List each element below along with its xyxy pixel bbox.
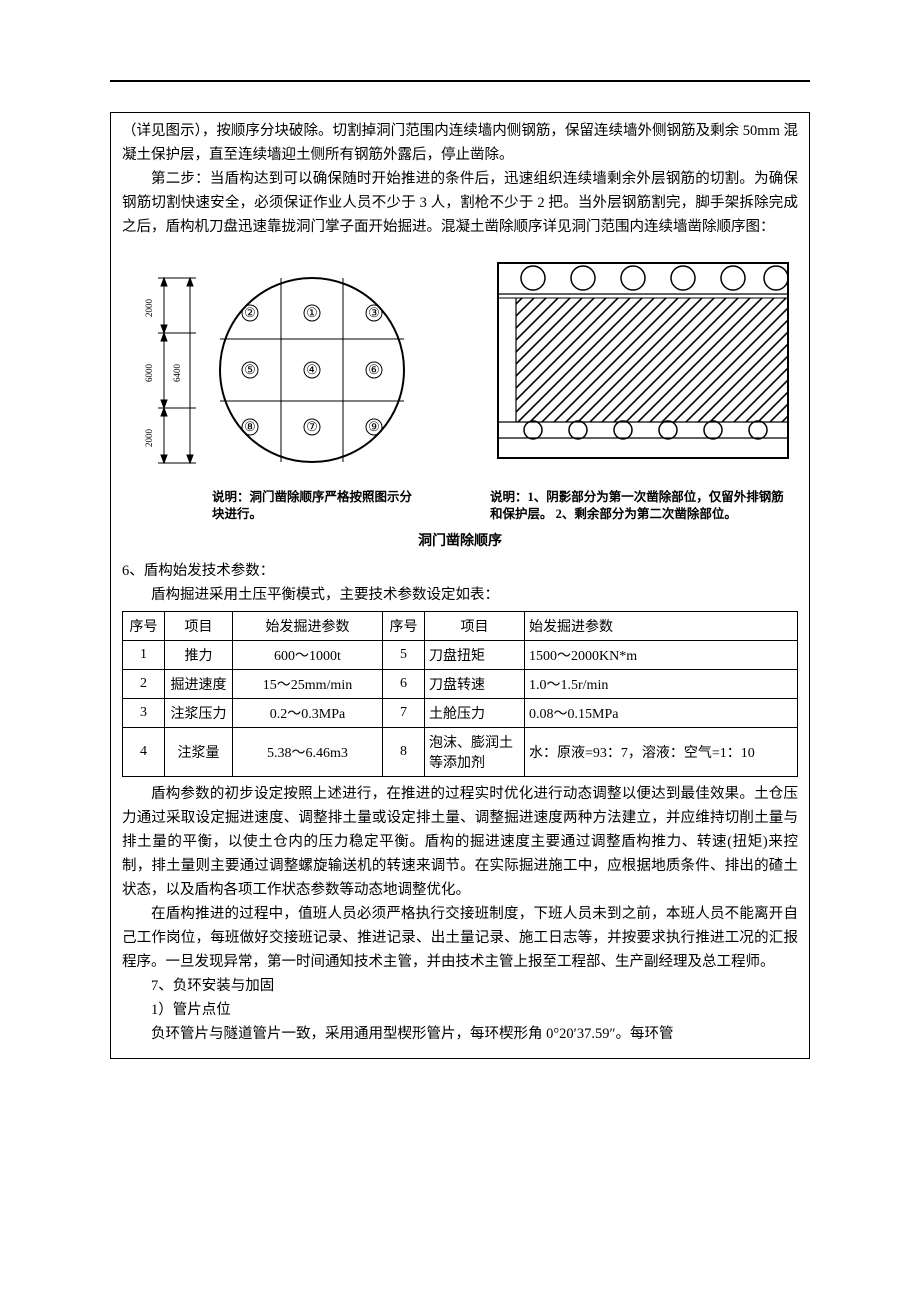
section-7-sub1: 1）管片点位 bbox=[122, 999, 798, 1023]
table-row: 3 注浆压力 0.2～0.3MPa 7 土舱压力 0.08～0.15MPa bbox=[123, 699, 798, 728]
section-7-title: 7、负环安装与加固 bbox=[122, 975, 798, 999]
dim-label: 6000 bbox=[144, 363, 154, 382]
th: 项目 bbox=[425, 612, 525, 641]
svg-text:⑧: ⑧ bbox=[244, 419, 256, 434]
svg-text:⑨: ⑨ bbox=[368, 419, 380, 434]
diagram-right: 说明：1、阴影部分为第一次凿除部位，仅留外排钢筋和保护层。 2、剩余部分为第二次… bbox=[478, 258, 798, 524]
table-row: 序号 项目 始发掘进参数 序号 项目 始发掘进参数 bbox=[123, 612, 798, 641]
diagram-center-caption: 洞门凿除顺序 bbox=[122, 530, 798, 550]
table-row: 2 掘进速度 15～25mm/min 6 刀盘转速 1.0～1.5r/min bbox=[123, 670, 798, 699]
section-6-title: 6、盾构始发技术参数： bbox=[122, 560, 798, 584]
diagram-left: 2000 6000 2000 6400 ② bbox=[122, 258, 432, 524]
paragraph-2: 第二步：当盾构达到可以确保随时开始推进的条件后，迅速组织连续墙剩余外层钢筋的切割… bbox=[122, 168, 798, 240]
post-table-p2: 在盾构推进的过程中，值班人员必须严格执行交接班制度，下班人员未到之前，本班人员不… bbox=[122, 903, 798, 975]
th: 序号 bbox=[123, 612, 165, 641]
th: 项目 bbox=[165, 612, 233, 641]
dim-label: 2000 bbox=[144, 298, 154, 317]
table-row: 4 注浆量 5.38～6.46m3 8 泡沫、膨润土等添加剂 水：原液=93：7… bbox=[123, 728, 798, 777]
th: 始发掘进参数 bbox=[525, 612, 798, 641]
th: 序号 bbox=[383, 612, 425, 641]
diagram-row: 2000 6000 2000 6400 ② bbox=[122, 258, 798, 524]
svg-text:③: ③ bbox=[368, 305, 380, 320]
content-frame: （详见图示），按顺序分块破除。切割掉洞门范围内连续墙内侧钢筋，保留连续墙外侧钢筋… bbox=[110, 112, 810, 1059]
diagram-left-caption: 说明：洞门凿除顺序严格按照图示分块进行。 bbox=[122, 489, 432, 524]
svg-text:②: ② bbox=[244, 305, 256, 320]
paragraph-1: （详见图示），按顺序分块破除。切割掉洞门范围内连续墙内侧钢筋，保留连续墙外侧钢筋… bbox=[122, 120, 798, 168]
parameter-table: 序号 项目 始发掘进参数 序号 项目 始发掘进参数 1 推力 600～1000t… bbox=[122, 611, 798, 777]
svg-text:⑤: ⑤ bbox=[244, 362, 256, 377]
svg-text:⑦: ⑦ bbox=[306, 419, 318, 434]
post-table-p1: 盾构参数的初步设定按照上述进行，在推进的过程实时优化进行动态调整以便达到最佳效果… bbox=[122, 783, 798, 903]
svg-text:④: ④ bbox=[306, 362, 318, 377]
svg-text:⑥: ⑥ bbox=[368, 362, 380, 377]
page: （详见图示），按顺序分块破除。切割掉洞门范围内连续墙内侧钢筋，保留连续墙外侧钢筋… bbox=[0, 0, 920, 1119]
diagram-right-caption: 说明：1、阴影部分为第一次凿除部位，仅留外排钢筋和保护层。 2、剩余部分为第二次… bbox=[478, 489, 798, 524]
dim-label: 6400 bbox=[172, 363, 182, 382]
th: 始发掘进参数 bbox=[233, 612, 383, 641]
svg-text:①: ① bbox=[306, 305, 318, 320]
table-row: 1 推力 600～1000t 5 刀盘扭矩 1500～2000KN*m bbox=[123, 641, 798, 670]
dim-label: 2000 bbox=[144, 428, 154, 447]
section-7-p1: 负环管片与隧道管片一致，采用通用型楔形管片，每环楔形角 0°20′37.59″。… bbox=[122, 1023, 798, 1047]
section-6-intro: 盾构掘进采用土压平衡模式，主要技术参数设定如表： bbox=[122, 584, 798, 608]
header-rule bbox=[110, 80, 810, 82]
